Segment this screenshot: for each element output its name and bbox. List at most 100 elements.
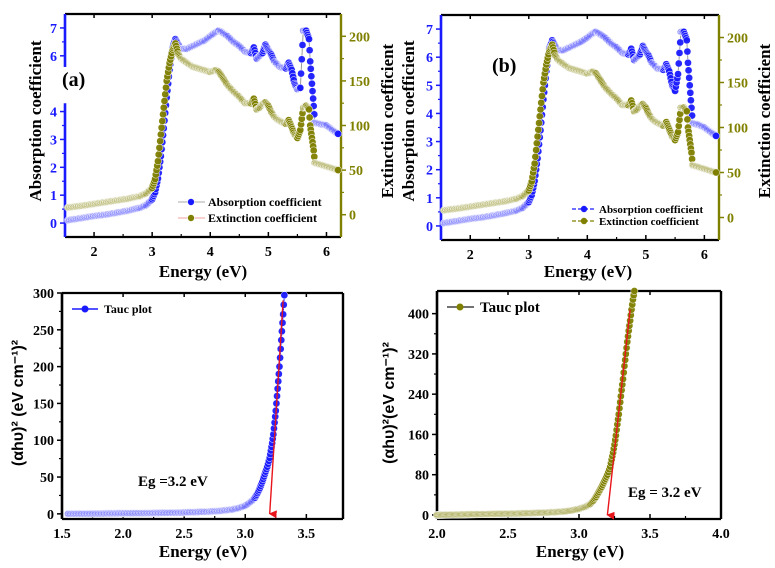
data-point-extinction-coefficient-a	[159, 110, 167, 119]
y-tick-label-a: 7	[50, 22, 57, 37]
data-point-extinction-coefficient-a	[157, 123, 166, 132]
y-tick-label-b: 2	[426, 164, 433, 179]
data-point-extinction-coefficient-b	[682, 107, 691, 116]
legend-marker-extinction-a	[187, 214, 195, 222]
x-tick-label-b: 6	[701, 248, 708, 263]
data-point-absorption-coefficient-b	[683, 47, 692, 56]
y-tick-label-b: 0	[426, 220, 433, 235]
x-tick-label-c: 3.5	[298, 527, 316, 542]
x-tick-label-d: 3.0	[570, 527, 588, 542]
legend-label-tauc-d: Tauc plot	[480, 300, 540, 316]
data-point-extinction-coefficient-b	[535, 112, 544, 121]
data-point-tauc-plot-c	[279, 310, 287, 319]
data-point-absorption-coefficient-a	[297, 55, 306, 64]
data-point-extinction-coefficient-b	[533, 132, 542, 141]
data-point-absorption-coefficient-a	[308, 79, 316, 88]
y-tick-label-d: 240	[408, 388, 429, 403]
chart-panel-d: 2.0 2.5 3.0 3.5 4.0 0 80 160 240 320 400 Energy (e…	[381, 287, 730, 561]
legend-marker-tauc-c	[81, 305, 89, 313]
x-tick-label-b: 3	[525, 248, 532, 263]
y2-tick-label-b: 0	[727, 212, 734, 227]
chart-panel-c: 1.5 2.0 2.5 3.0 3.5 0 50 100 150 200 250 300 Energy…	[10, 287, 345, 561]
y2-tick-label-b: 50	[727, 167, 741, 182]
data-point-absorption-coefficient-a	[309, 94, 317, 103]
y-tick-label-c: 200	[33, 361, 54, 376]
x-axis-title-c: Energy (eV)	[159, 542, 247, 561]
y-tick-label-b: 4	[426, 107, 433, 122]
data-point-absorption-coefficient-a	[296, 84, 305, 92]
x-axis-title-b: Energy (eV)	[544, 262, 632, 281]
legend-label-extinction-b: Extinction coefficient	[599, 216, 699, 228]
legend-label-absorption-b: Absorption coefficient	[599, 204, 704, 216]
bandgap-annotation-d: Eg = 3.2 eV	[628, 485, 702, 501]
x-tick-label-d: 2.0	[428, 527, 446, 542]
data-point-extinction-coefficient-a	[305, 113, 314, 122]
x-tick-label-d: 4.0	[712, 527, 730, 542]
data-point-absorption-coefficient-a	[306, 57, 315, 66]
y-tick-label-a: 1	[50, 189, 57, 204]
y2-tick-label-a: 50	[349, 164, 363, 179]
y-axis-title-b: Absorption coefficient	[399, 40, 418, 201]
data-point-absorption-coefficient-b	[686, 88, 695, 97]
data-point-absorption-coefficient-a	[334, 130, 342, 138]
y-tick-label-b: 1	[426, 192, 433, 207]
y2-tick-label-a: 150	[349, 75, 370, 90]
data-point-absorption-coefficient-b	[685, 73, 694, 82]
plot-area-a: 2 3 4 5 6 0 1 2 3 4 6 7 0 50 100 150 200	[50, 12, 370, 260]
data-point-extinction-coefficient-a	[154, 157, 162, 166]
x-tick-label-c: 1.5	[53, 527, 71, 542]
y-tick-label-d: 0	[422, 509, 429, 524]
data-point-extinction-coefficient-b	[538, 85, 547, 94]
y-tick-label-c: 250	[33, 324, 54, 339]
data-point-extinction-coefficient-a	[161, 90, 170, 99]
data-point-absorption-coefficient-a	[305, 35, 313, 43]
data-point-absorption-coefficient-b	[674, 59, 683, 68]
legend-marker-absorption-b	[580, 205, 588, 213]
y-tick-label-a: 3	[50, 133, 57, 148]
y-tick-label-d: 320	[408, 348, 429, 363]
data-point-extinction-coefficient-a	[155, 143, 164, 152]
y-tick-label-d: 80	[415, 469, 429, 484]
data-point-extinction-coefficient-a	[154, 150, 163, 159]
y-tick-label-d: 400	[408, 308, 429, 323]
y-tick-label-b: 3	[426, 136, 433, 151]
data-point-extinction-coefficient-a	[159, 103, 168, 112]
legend-marker-extinction-b	[580, 217, 588, 225]
plot-area-d: 2.0 2.5 3.0 3.5 4.0 0 80 160 240 320 400	[408, 287, 730, 542]
data-point-extinction-coefficient-b	[532, 139, 541, 148]
legend-b: Absorption coefficient Extinction coeffi…	[572, 204, 704, 228]
data-point-extinction-coefficient-a	[305, 105, 313, 114]
y-tick-label-c: 50	[40, 471, 54, 486]
data-point-absorption-coefficient-b	[682, 36, 691, 45]
y-tick-label-c: 150	[33, 397, 54, 412]
x-tick-label-c: 2.5	[175, 527, 193, 542]
y-tick-label-b: 5	[426, 79, 433, 94]
data-point-extinction-coefficient-a	[156, 137, 164, 145]
x-tick-label-d: 2.5	[499, 527, 517, 542]
plot-area-b: 2 3 4 5 6 0 1 2 3 4 5 6 7 0 50 100 150 200	[426, 13, 748, 263]
data-point-extinction-coefficient-b	[537, 98, 546, 107]
data-point-extinction-coefficient-b	[712, 168, 720, 177]
y-tick-label-c: 0	[47, 508, 54, 523]
panel-label-b: (b)	[492, 55, 516, 77]
legend-a: Absorption coefficient Extinction coeffi…	[178, 195, 322, 225]
data-point-extinction-coefficient-b	[530, 159, 539, 168]
x-tick-label-c: 2.0	[114, 527, 132, 542]
data-point-tauc-plot-c	[279, 300, 288, 309]
data-point-absorption-coefficient-b	[685, 81, 694, 90]
data-point-absorption-coefficient-a	[305, 46, 314, 55]
data-point-absorption-coefficient-b	[675, 49, 684, 57]
data-point-absorption-coefficient-b	[684, 58, 692, 67]
y-tick-label-a: 4	[50, 106, 57, 121]
y-axis-title-d: (αhυ)²(eV cm⁻¹)²	[381, 342, 398, 464]
data-point-extinction-coefficient-a	[162, 83, 170, 92]
x-axis-title-a: Energy (eV)	[159, 262, 247, 281]
y2-axis-title-b: Extinction coefficient	[755, 43, 774, 198]
data-point-absorption-coefficient-a	[308, 87, 317, 95]
linear-fit-arrow-d	[606, 309, 631, 520]
y-tick-label-c: 100	[33, 434, 54, 449]
data-point-extinction-coefficient-b	[683, 115, 692, 124]
y2-tick-label-b: 150	[727, 77, 748, 92]
data-point-extinction-coefficient-a	[157, 130, 165, 139]
